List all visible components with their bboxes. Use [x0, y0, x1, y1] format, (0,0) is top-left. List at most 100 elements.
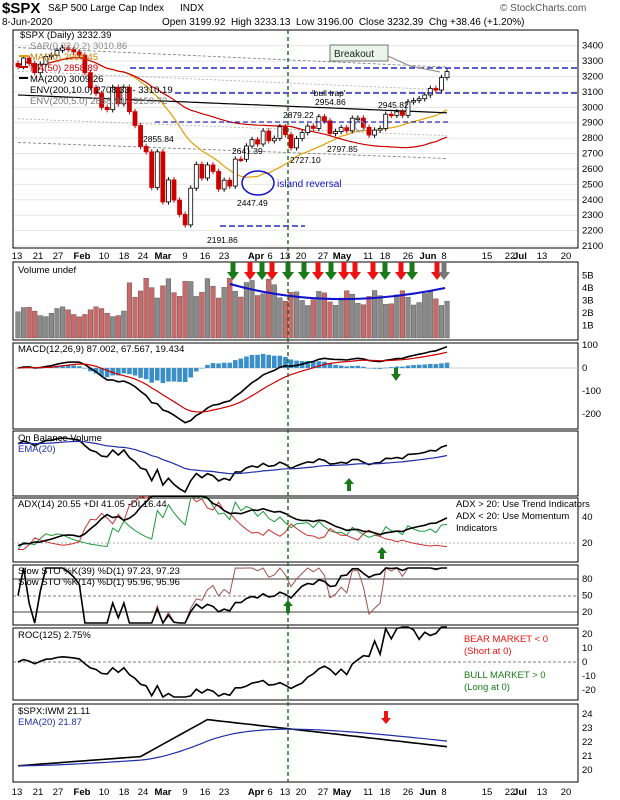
volume-bar: [438, 305, 444, 339]
ratio-legend: $SPX:IWM 21.11: [18, 706, 90, 717]
x-axis-tick: 9: [182, 787, 187, 798]
obv-ema-line: [17, 440, 448, 475]
macd-histogram-bar: [138, 368, 143, 378]
candle-body: [182, 214, 188, 226]
ma50-line: [17, 56, 448, 149]
volume-trend-arc: [229, 283, 446, 301]
adx-frame: [12, 497, 579, 563]
x-axis-tick: 8: [441, 787, 446, 798]
macd-histogram-bar: [82, 368, 88, 369]
volume-bar: [121, 310, 127, 339]
candle-body: [411, 100, 416, 103]
macd-histogram-bar: [305, 361, 311, 368]
volume-green-arrow: [298, 262, 310, 280]
x-axis-tick: 15: [482, 251, 493, 262]
x-axis-tick: 27: [53, 787, 64, 798]
volume-bar: [160, 285, 166, 339]
x-axis-tick: 24: [138, 251, 149, 262]
candle-body: [76, 51, 82, 56]
volume-bar: [193, 296, 199, 339]
x-axis-tick: 6: [267, 787, 272, 798]
bull-note-1: BULL MARKET > 0: [464, 670, 546, 681]
quote-line: Open 3199.92 High 3233.13 Low 3196.00 Cl…: [162, 17, 525, 28]
candle-body: [255, 139, 260, 145]
volume-bar: [310, 299, 316, 339]
macd-histogram-bar: [160, 368, 166, 384]
x-axis-tick: Mar: [155, 251, 172, 262]
legend-ma20: MA(20) 2999.45: [30, 52, 98, 63]
macd-histogram-bar: [422, 364, 428, 368]
candle-body: [266, 130, 272, 142]
macd-line: [17, 346, 448, 424]
candle-body: [277, 126, 283, 139]
candle-body: [288, 134, 294, 149]
ratio-y-tick: 22: [582, 737, 593, 748]
volume-bar: [138, 290, 144, 339]
price-legend: $SPX (Daily) 3232.39 SAR(0.02,0.2) 3010.…: [19, 30, 173, 107]
volume-bar: [165, 278, 171, 339]
ratio-line: [17, 718, 448, 767]
candle-body: [110, 86, 116, 111]
macd-histogram-bar: [344, 366, 350, 368]
volume-green-arrow: [227, 262, 239, 280]
volume-y-tick: 4B: [582, 283, 594, 294]
symbol: $SPX: [2, 0, 41, 17]
volume-bar: [349, 293, 355, 339]
candle-body: [199, 163, 205, 179]
bull-trap-circle: [354, 120, 366, 132]
x-axis-tick: 10: [99, 787, 110, 798]
candle-body: [82, 54, 88, 74]
roc-y-tick: -20: [582, 685, 596, 696]
volume-red-arrow: [244, 262, 256, 280]
candle-body: [405, 101, 411, 116]
macd-histogram-bar: [394, 366, 400, 368]
macd-histogram-bar: [244, 356, 249, 368]
candle-body: [238, 158, 244, 162]
symbol-name: S&P 500 Large Cap Index: [48, 3, 165, 14]
macd-histogram-bar: [439, 363, 444, 368]
macd-histogram-bar: [104, 368, 110, 378]
candle-body: [177, 199, 182, 215]
ratio-y-tick: 21: [582, 751, 593, 762]
candle-body: [49, 54, 54, 58]
x-axis-tick: 11: [363, 251, 373, 262]
legend-spx: $SPX (Daily) 3232.39: [20, 30, 111, 41]
volume-bar: [216, 297, 222, 339]
macd-histogram-bar: [15, 368, 21, 369]
macd-histogram-bar: [266, 354, 272, 368]
candle-body: [205, 164, 210, 179]
candle-body: [388, 113, 394, 117]
adx-plus-di-line: [17, 495, 448, 550]
candle-body: [433, 87, 439, 91]
breakout-label: Breakout: [334, 49, 374, 60]
volume-gray-arrow: [438, 262, 450, 280]
volume-bar: [355, 303, 361, 339]
ratio-y-tick: 24: [582, 709, 593, 720]
x-axis-tick: 26: [403, 251, 414, 262]
candle-body: [322, 116, 327, 122]
adx-y-tick: 20: [582, 538, 593, 549]
candle-body: [216, 171, 221, 190]
candle-body: [127, 86, 132, 113]
level-label-2855: 2855.84: [143, 134, 174, 144]
macd-histogram-bar: [227, 362, 233, 368]
candle-body: [349, 117, 355, 132]
x-axis-tick: Apr: [248, 787, 265, 798]
macd-histogram-bar: [283, 356, 288, 368]
envelope-line: [17, 142, 448, 159]
x-axis-tick: 23: [219, 251, 230, 262]
x-axis-tick: 20: [561, 251, 572, 262]
x-axis-tick: Jul: [513, 251, 527, 262]
candle-body: [294, 138, 299, 149]
macd-histogram-bar: [221, 362, 227, 368]
volume-bar: [294, 291, 300, 339]
volume-bar: [243, 282, 249, 339]
x-axis-tick: 18: [380, 251, 391, 262]
x-axis-tick: 11: [363, 787, 373, 798]
candle-body: [21, 57, 26, 67]
macd-histogram-bar: [127, 368, 132, 375]
legend-ma200: MA(200) 3009.26: [30, 74, 103, 85]
volume-bar: [388, 303, 394, 339]
macd-histogram-bar: [232, 360, 238, 368]
x-axis-tick: 18: [119, 251, 130, 262]
